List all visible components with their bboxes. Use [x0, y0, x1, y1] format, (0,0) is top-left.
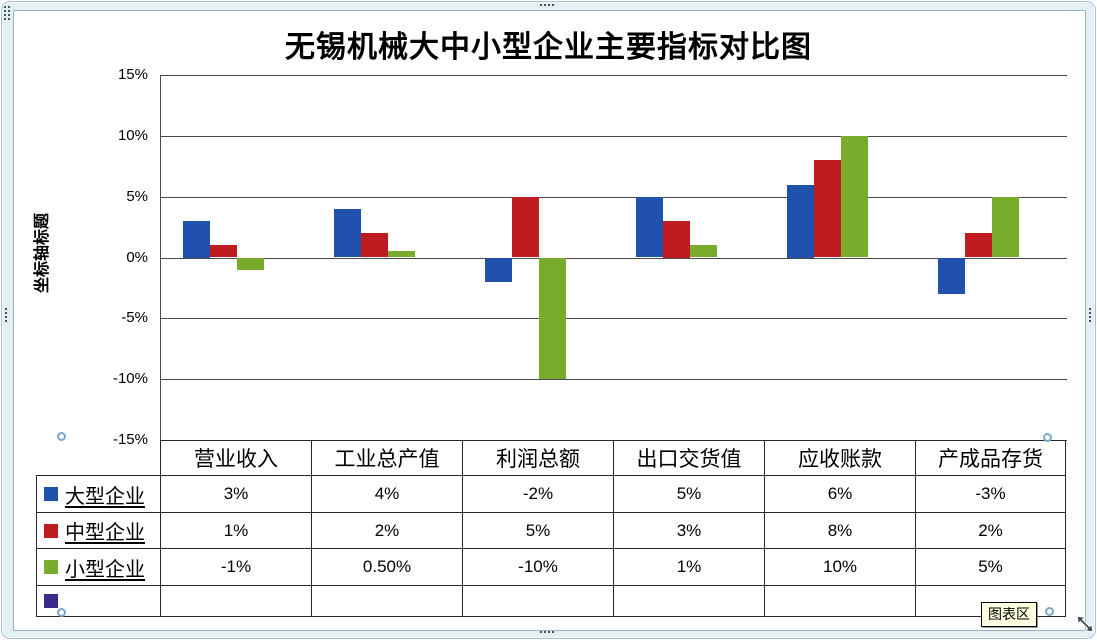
- legend-item-中型企业[interactable]: 中型企业: [36, 512, 160, 548]
- table-empty-cell: [462, 585, 613, 617]
- chart-bar-中型企业-出口交货值[interactable]: [663, 221, 690, 258]
- y-tick-label: 15%: [117, 66, 148, 83]
- chart-bar-小型企业-营业收入[interactable]: [237, 257, 264, 270]
- table-value-cell: -3%: [915, 475, 1066, 512]
- table-value-cell: 8%: [764, 512, 915, 548]
- legend-key-swatch: [44, 487, 58, 501]
- resize-cursor-icon: [1076, 615, 1094, 633]
- y-tick-label: 10%: [117, 126, 148, 144]
- table-value-cell: 6%: [764, 475, 915, 512]
- chart-bar-大型企业-出口交货值[interactable]: [636, 196, 663, 258]
- chart-bar-中型企业-产成品存货[interactable]: [965, 233, 992, 258]
- table-header-cell: 出口交货值: [613, 440, 764, 475]
- chart-bar-中型企业-工业总产值[interactable]: [361, 233, 388, 258]
- chart-bar-大型企业-产成品存货[interactable]: [938, 257, 965, 294]
- table-empty-cell: [311, 585, 462, 617]
- table-value-cell: 5%: [915, 548, 1066, 585]
- gridline: [161, 75, 1067, 76]
- legend-item-小型企业[interactable]: 小型企业: [36, 548, 160, 585]
- table-value-cell: 5%: [462, 512, 613, 548]
- table-value-cell: 3%: [613, 512, 764, 548]
- chart-title[interactable]: 无锡机械大中小型企业主要指标对比图: [285, 31, 812, 64]
- table-header-cell: 产成品存货: [915, 440, 1066, 475]
- gridline: [161, 257, 1067, 259]
- y-tick-label: -10%: [112, 370, 148, 388]
- frame-handle-top[interactable]: [540, 4, 554, 6]
- frame-handle-right[interactable]: [1089, 308, 1091, 322]
- plot-selection-handle-bottom-left[interactable]: [57, 608, 66, 617]
- table-value-cell: 1%: [613, 548, 764, 585]
- legend-label: 小型企业: [65, 558, 145, 581]
- frame-handle-bottom[interactable]: [540, 631, 554, 633]
- chart-bar-大型企业-利润总额[interactable]: [485, 257, 512, 282]
- table-header-cell: 利润总额: [462, 440, 613, 475]
- table-value-cell: -10%: [462, 548, 613, 585]
- chart-bar-大型企业-工业总产值[interactable]: [334, 208, 361, 258]
- table-empty-cell: [160, 585, 311, 617]
- gridline: [161, 135, 1067, 137]
- y-tick-label: -5%: [121, 309, 148, 327]
- table-value-cell: -1%: [160, 548, 311, 585]
- table-corner-spacer: [36, 440, 160, 475]
- plot-selection-handle-bottom-right[interactable]: [1045, 607, 1054, 616]
- legend-label: 中型企业: [65, 522, 145, 544]
- chart-bar-大型企业-营业收入[interactable]: [183, 221, 210, 258]
- chart-data-table[interactable]: 营业收入 工业总产值 利润总额 出口交货值 应收账款 产成品存货 大型企业 3% 4% -2% 5%…: [36, 440, 1066, 617]
- legend-key-swatch: [44, 560, 58, 574]
- table-value-cell: 4%: [311, 475, 462, 512]
- table-value-cell: 10%: [764, 548, 915, 585]
- gridline: [161, 379, 1067, 381]
- plot-selection-handle-top-left[interactable]: [57, 432, 66, 441]
- table-value-cell: 5%: [613, 475, 764, 512]
- chart-bar-小型企业-应收账款[interactable]: [841, 135, 868, 258]
- y-axis-title[interactable]: 坐标轴标题: [34, 212, 51, 294]
- chart-bar-小型企业-利润总额[interactable]: [539, 257, 566, 380]
- legend-label: 大型企业: [65, 485, 145, 508]
- table-value-cell: 2%: [311, 512, 462, 548]
- legend-item-大型企业[interactable]: 大型企业: [36, 475, 160, 512]
- chart-bar-中型企业-利润总额[interactable]: [512, 196, 539, 258]
- y-tick-label: -15%: [112, 431, 148, 448]
- chart-bar-大型企业-应收账款[interactable]: [787, 184, 814, 258]
- plot-selection-handle-top-right[interactable]: [1043, 433, 1052, 442]
- legend-key-swatch: [44, 523, 58, 538]
- table-value-cell: 0.50%: [311, 548, 462, 585]
- table-value-cell: 3%: [160, 475, 311, 512]
- chart-bar-小型企业-工业总产值[interactable]: [388, 251, 415, 258]
- chart-bar-小型企业-产成品存货[interactable]: [992, 196, 1019, 258]
- chart-area-tooltip: 图表区: [981, 602, 1037, 627]
- frame-handle-left[interactable]: [5, 308, 7, 322]
- table-header-cell: 营业收入: [160, 440, 311, 475]
- table-header-cell: 应收账款: [764, 440, 915, 475]
- table-value-cell: 1%: [160, 512, 311, 548]
- gridline: [161, 196, 1067, 198]
- table-header-cell: 工业总产值: [311, 440, 462, 475]
- plot-area[interactable]: [160, 75, 1067, 441]
- frame-corner-move-handle[interactable]: [4, 6, 10, 20]
- chart-bar-中型企业-营业收入[interactable]: [210, 245, 237, 258]
- y-tick-label: 5%: [126, 187, 148, 205]
- table-empty-cell: [764, 585, 915, 617]
- gridline: [161, 318, 1067, 320]
- chart-bar-中型企业-应收账款[interactable]: [814, 160, 841, 258]
- table-value-cell: -2%: [462, 475, 613, 512]
- y-tick-label: 0%: [126, 248, 148, 266]
- chart-bar-小型企业-出口交货值[interactable]: [690, 245, 717, 258]
- table-empty-cell: [613, 585, 764, 617]
- table-value-cell: 2%: [915, 512, 1066, 548]
- legend-key-swatch: [44, 594, 58, 608]
- legend-item-empty[interactable]: [36, 585, 160, 617]
